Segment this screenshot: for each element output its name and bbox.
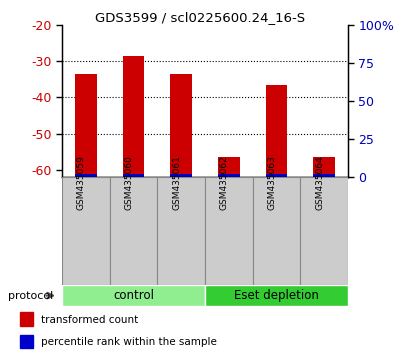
Text: control: control	[113, 289, 154, 302]
Bar	[123, 174, 144, 177]
Bar	[123, 56, 144, 177]
Bar	[75, 74, 96, 177]
Text: transformed count: transformed count	[41, 315, 138, 325]
Bar	[314, 157, 335, 177]
Bar	[253, 177, 300, 285]
Bar	[300, 177, 348, 285]
Text: GSM435063: GSM435063	[268, 155, 276, 210]
Text: GSM435059: GSM435059	[77, 155, 86, 210]
Text: percentile rank within the sample: percentile rank within the sample	[41, 337, 217, 347]
Bar	[20, 335, 34, 348]
Text: GSM435062: GSM435062	[220, 155, 229, 210]
Bar	[20, 313, 34, 326]
Bar	[205, 285, 348, 306]
Bar	[157, 177, 205, 285]
Bar	[62, 177, 110, 285]
Bar	[266, 174, 287, 177]
Bar	[110, 177, 157, 285]
Text: GSM435061: GSM435061	[172, 155, 181, 210]
Bar	[170, 74, 192, 177]
Bar	[205, 177, 253, 285]
Text: Eset depletion: Eset depletion	[234, 289, 319, 302]
Bar	[218, 157, 240, 177]
Bar	[314, 174, 335, 177]
Text: GDS3599 / scl0225600.24_16-S: GDS3599 / scl0225600.24_16-S	[95, 11, 305, 24]
Bar	[75, 174, 96, 177]
Bar	[266, 85, 287, 177]
Text: protocol: protocol	[8, 291, 53, 301]
Bar	[170, 174, 192, 177]
Text: GSM435060: GSM435060	[124, 155, 134, 210]
Bar	[218, 174, 240, 177]
Bar	[62, 285, 205, 306]
Text: GSM435064: GSM435064	[315, 155, 324, 210]
